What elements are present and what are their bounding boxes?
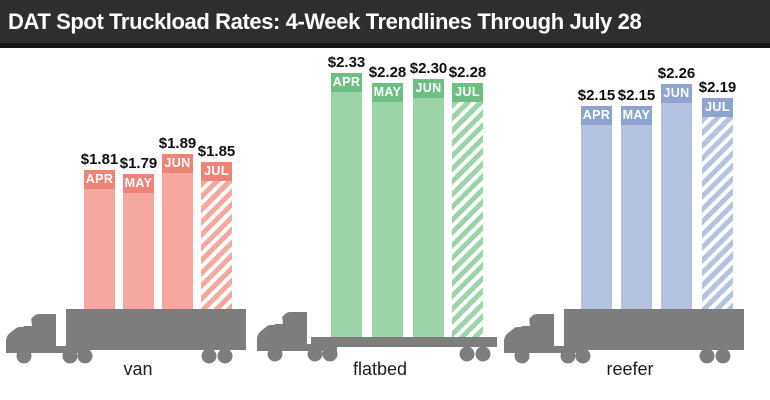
bar-body (201, 181, 232, 310)
bar-value-label: $2.28 (448, 64, 487, 81)
bar-month-label: JUN (413, 79, 444, 98)
bar-body (581, 125, 612, 309)
bar-flatbed-jul: $2.28 JUL (449, 64, 486, 339)
bar-van-jun: $1.89 JUN (159, 135, 196, 310)
bar-body (372, 102, 403, 339)
bar-flatbed-apr: $2.33 APR (328, 54, 365, 339)
bar-body (452, 102, 483, 339)
bar-value-label: $2.26 (657, 65, 696, 82)
bar-body (84, 189, 115, 310)
group-label-flatbed: flatbed (352, 359, 408, 379)
bar-month-label: JUL (201, 162, 232, 181)
bar-value-label: $2.15 (577, 87, 616, 104)
bar-body (621, 125, 652, 309)
bar-value-label: $2.28 (368, 64, 407, 81)
bar-value-label: $2.15 (617, 87, 656, 104)
bar-reefer-jul: $2.19 JUL (699, 79, 736, 309)
bar-value-label: $1.79 (119, 155, 158, 172)
bar-value-label: $1.85 (197, 143, 236, 160)
bar-month-label: JUN (661, 84, 692, 103)
bar-value-label: $1.81 (80, 151, 119, 168)
bar-body (702, 117, 733, 309)
bar-body (123, 193, 154, 310)
bar-month-label: APR (331, 73, 362, 92)
bar-reefer-jun: $2.26 JUN (658, 65, 695, 309)
title-bar: DAT Spot Truckload Rates: 4-Week Trendli… (0, 0, 770, 48)
bar-van-jul: $1.85 JUL (198, 143, 235, 310)
bar-value-label: $2.19 (698, 79, 737, 96)
bar-van-may: $1.79 MAY (120, 155, 157, 310)
bar-month-label: MAY (621, 106, 652, 125)
bar-reefer-apr: $2.15 APR (578, 87, 615, 309)
bar-flatbed-jun: $2.30 JUN (410, 60, 447, 339)
reefer-truck-icon (504, 309, 744, 364)
bar-value-label: $1.89 (158, 135, 197, 152)
bar-month-label: JUN (162, 154, 193, 173)
bar-body (661, 103, 692, 309)
bar-month-label: MAY (123, 174, 154, 193)
flatbed-truck-icon (257, 312, 497, 362)
bar-body (162, 173, 193, 310)
chart-title: DAT Spot Truckload Rates: 4-Week Trendli… (8, 8, 642, 34)
bar-month-label: JUL (452, 83, 483, 102)
van-truck-icon (6, 309, 246, 364)
group-label-reefer: reefer (606, 359, 654, 379)
bar-value-label: $2.30 (409, 60, 448, 77)
bar-flatbed-may: $2.28 MAY (369, 64, 406, 339)
bar-month-label: MAY (372, 83, 403, 102)
bar-body (413, 98, 444, 339)
bar-reefer-may: $2.15 MAY (618, 87, 655, 309)
bar-body (331, 92, 362, 339)
group-label-van: van (123, 359, 153, 379)
bar-month-label: APR (581, 106, 612, 125)
bar-month-label: JUL (702, 98, 733, 117)
bar-month-label: APR (84, 170, 115, 189)
bar-van-apr: $1.81 APR (81, 151, 118, 310)
bar-value-label: $2.33 (327, 54, 366, 71)
